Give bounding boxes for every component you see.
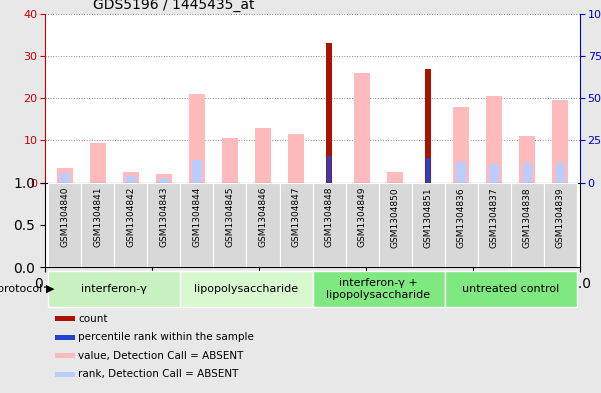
Text: GSM1304838: GSM1304838 [523,187,532,248]
Text: lipopolysaccharide: lipopolysaccharide [194,284,299,294]
Text: GSM1304850: GSM1304850 [391,187,400,248]
Bar [222,138,238,183]
Bar [213,183,246,267]
Text: percentile rank within the sample: percentile rank within the sample [78,332,254,342]
Text: count: count [78,314,108,324]
Text: rank, Detection Call = ABSENT: rank, Detection Call = ABSENT [78,369,238,379]
Bar [313,183,346,267]
Bar [180,271,313,307]
Text: interferon-γ +
lipopolysaccharide: interferon-γ + lipopolysaccharide [326,278,431,299]
Bar [555,163,565,183]
Bar [60,173,70,183]
Bar [55,353,75,358]
Bar [147,183,180,267]
Text: GSM1304839: GSM1304839 [556,187,565,248]
Text: interferon-γ: interferon-γ [82,284,147,294]
Bar [123,172,139,183]
Bar [519,136,535,183]
Text: ▶: ▶ [46,284,55,294]
Bar [522,163,532,183]
Text: GSM1304843: GSM1304843 [159,187,168,248]
Text: GSM1304837: GSM1304837 [490,187,499,248]
Bar [354,73,370,183]
Bar [544,183,577,267]
Bar [48,271,180,307]
Bar [114,183,147,267]
Bar [192,160,201,183]
Bar [126,176,136,183]
Text: GSM1304840: GSM1304840 [60,187,69,248]
Bar [279,183,313,267]
Bar [48,183,81,267]
Bar [379,183,412,267]
Bar [445,271,577,307]
Bar [180,183,213,267]
Text: GSM1304845: GSM1304845 [225,187,234,248]
Text: untreated control: untreated control [462,284,560,294]
Bar [457,162,466,183]
Text: GDS5196 / 1445435_at: GDS5196 / 1445435_at [93,0,255,12]
Text: GSM1304846: GSM1304846 [258,187,267,248]
Text: GSM1304836: GSM1304836 [457,187,466,248]
Bar [552,100,569,183]
Bar [56,168,73,183]
Bar [159,178,168,183]
Bar [313,271,445,307]
Bar [55,335,75,340]
Bar [189,94,205,183]
Bar [326,43,332,183]
Bar [246,183,279,267]
Bar [486,96,502,183]
Bar [511,183,544,267]
Bar [346,183,379,267]
Bar [445,183,478,267]
Bar [453,107,469,183]
Text: GSM1304841: GSM1304841 [93,187,102,248]
Bar [426,158,430,183]
Bar [412,183,445,267]
Bar [425,69,432,183]
Bar [55,316,75,321]
Text: GSM1304842: GSM1304842 [126,187,135,247]
Text: GSM1304851: GSM1304851 [424,187,433,248]
Bar [478,183,511,267]
Text: GSM1304847: GSM1304847 [291,187,300,248]
Text: protocol: protocol [0,284,42,294]
Bar [90,143,106,183]
Bar [327,156,331,183]
Bar [255,128,271,183]
Bar [288,134,304,183]
Text: GSM1304844: GSM1304844 [192,187,201,247]
Bar [156,174,172,183]
Text: value, Detection Call = ABSENT: value, Detection Call = ABSENT [78,351,243,361]
Bar [81,183,114,267]
Text: GSM1304848: GSM1304848 [325,187,334,248]
Bar [55,372,75,377]
Text: GSM1304849: GSM1304849 [358,187,367,248]
Bar [387,172,403,183]
Bar [489,164,499,183]
